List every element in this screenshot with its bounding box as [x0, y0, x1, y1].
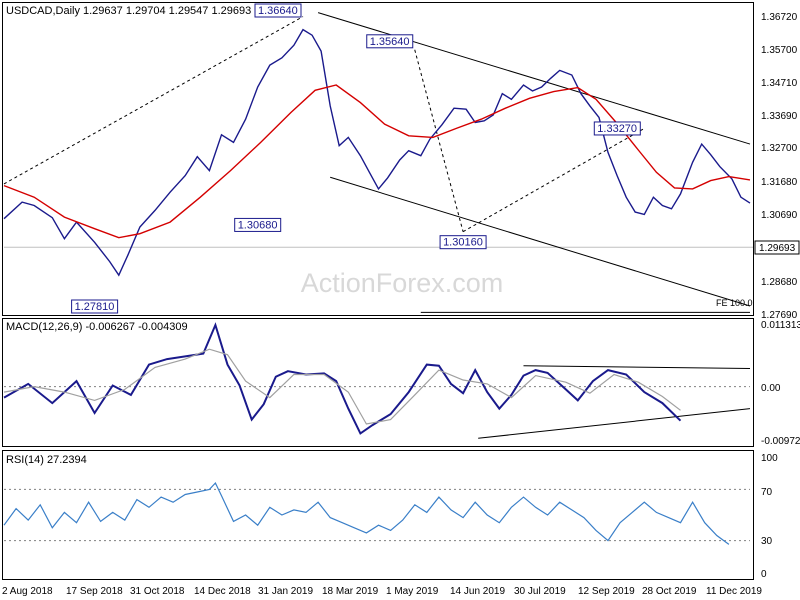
price-y-tick: 1.36720 — [761, 12, 798, 23]
x-tick-label: 18 Mar 2019 — [322, 586, 379, 597]
marker-box — [593, 121, 641, 136]
macd-y-ticks: 0.011313 0.00 -0.009729 — [761, 320, 800, 447]
marker-box — [254, 3, 302, 18]
reference-levels — [4, 246, 753, 542]
macd-y-tick: 0.011313 — [761, 320, 800, 331]
x-tick-label: 1 May 2019 — [386, 586, 439, 597]
x-tick-label: 2 Aug 2018 — [2, 586, 53, 597]
rsi-y-tick: 100 — [761, 453, 778, 464]
macd-y-tick: 0.00 — [761, 383, 781, 394]
price-y-tick: 1.32700 — [761, 143, 798, 154]
macd-trendline-1 — [478, 408, 751, 439]
marker-label: 1.36640 — [258, 5, 298, 17]
x-tick-label: 12 Sep 2019 — [578, 586, 635, 597]
price-y-tick: 1.28680 — [761, 277, 798, 288]
price-trendline-2 — [462, 128, 645, 233]
x-tick-label: 17 Sep 2018 — [66, 586, 123, 597]
price-y-ticks: 1.36720 1.35700 1.34710 1.33690 1.32700 … — [761, 12, 798, 321]
marker-label: 1.27810 — [75, 301, 115, 313]
rsi-y-tick: 30 — [761, 536, 773, 547]
x-tick-label: 31 Oct 2018 — [130, 586, 185, 597]
price-y-tick: 1.31680 — [761, 177, 798, 188]
marker-label: 1.30680 — [238, 219, 278, 231]
price-panel-frame — [2, 2, 754, 316]
marker-box — [366, 34, 414, 49]
x-tick-label: 11 Dec 2019 — [706, 586, 762, 597]
last-price-tag — [754, 240, 800, 255]
rsi-panel-frame — [2, 450, 754, 580]
price-y-tick: 1.34710 — [761, 78, 798, 89]
fe-annotation: FE 100.0 — [716, 298, 753, 308]
macd-panel-frame — [2, 318, 754, 447]
price-y-tick: 1.35700 — [761, 45, 798, 56]
rsi-series-line — [3, 481, 730, 545]
marker-label: 1.35640 — [370, 36, 410, 48]
x-tick-label: 28 Oct 2019 — [642, 586, 697, 597]
last-price-label: 1.29693 — [759, 243, 796, 254]
macd-trendline-0 — [523, 365, 751, 369]
marker-box — [71, 299, 119, 314]
macd-series-macd — [3, 322, 682, 435]
series-lines — [3, 28, 751, 545]
x-tick-label: 31 Jan 2019 — [258, 586, 313, 597]
x-tick-label: 14 Dec 2018 — [194, 586, 251, 597]
rsi-panel-title: RSI(14) 27.2394 — [6, 454, 87, 466]
x-tick-label: 14 Jun 2019 — [450, 586, 505, 597]
rsi-y-tick: 0 — [761, 569, 767, 580]
macd-panel-title: MACD(12,26,9) -0.006267 -0.004309 — [6, 321, 188, 333]
price-panel-title: USDCAD,Daily 1.29637 1.29704 1.29547 1.2… — [6, 5, 251, 17]
marker-label: 1.30160 — [443, 237, 483, 249]
macd-y-tick: -0.009729 — [761, 436, 800, 447]
marker-label: 1.33270 — [597, 123, 637, 135]
price-y-tick: 1.30690 — [761, 210, 798, 221]
price-markers: 1.36640 1.35640 1.33270 1.30680 1.30160 1.278… — [71, 3, 641, 314]
rsi-y-ticks: 100 70 30 0 — [761, 453, 778, 580]
price-trendline-1 — [414, 49, 464, 232]
watermark: ActionForex.com — [301, 268, 504, 298]
price-trendline-4 — [330, 176, 751, 307]
price-series-close — [3, 28, 751, 277]
marker-box — [439, 235, 487, 250]
macd-series-signal — [3, 348, 681, 425]
rsi-y-tick: 70 — [761, 487, 773, 498]
x-tick-label: 30 Jul 2019 — [514, 586, 566, 597]
marker-box — [234, 217, 282, 232]
price-y-tick: 1.27690 — [761, 310, 798, 321]
price-y-tick: 1.33690 — [761, 111, 798, 122]
price-series-moving_average — [3, 84, 751, 239]
x-axis-ticks: 2 Aug 2018 17 Sep 2018 31 Oct 2018 14 De… — [2, 586, 762, 597]
